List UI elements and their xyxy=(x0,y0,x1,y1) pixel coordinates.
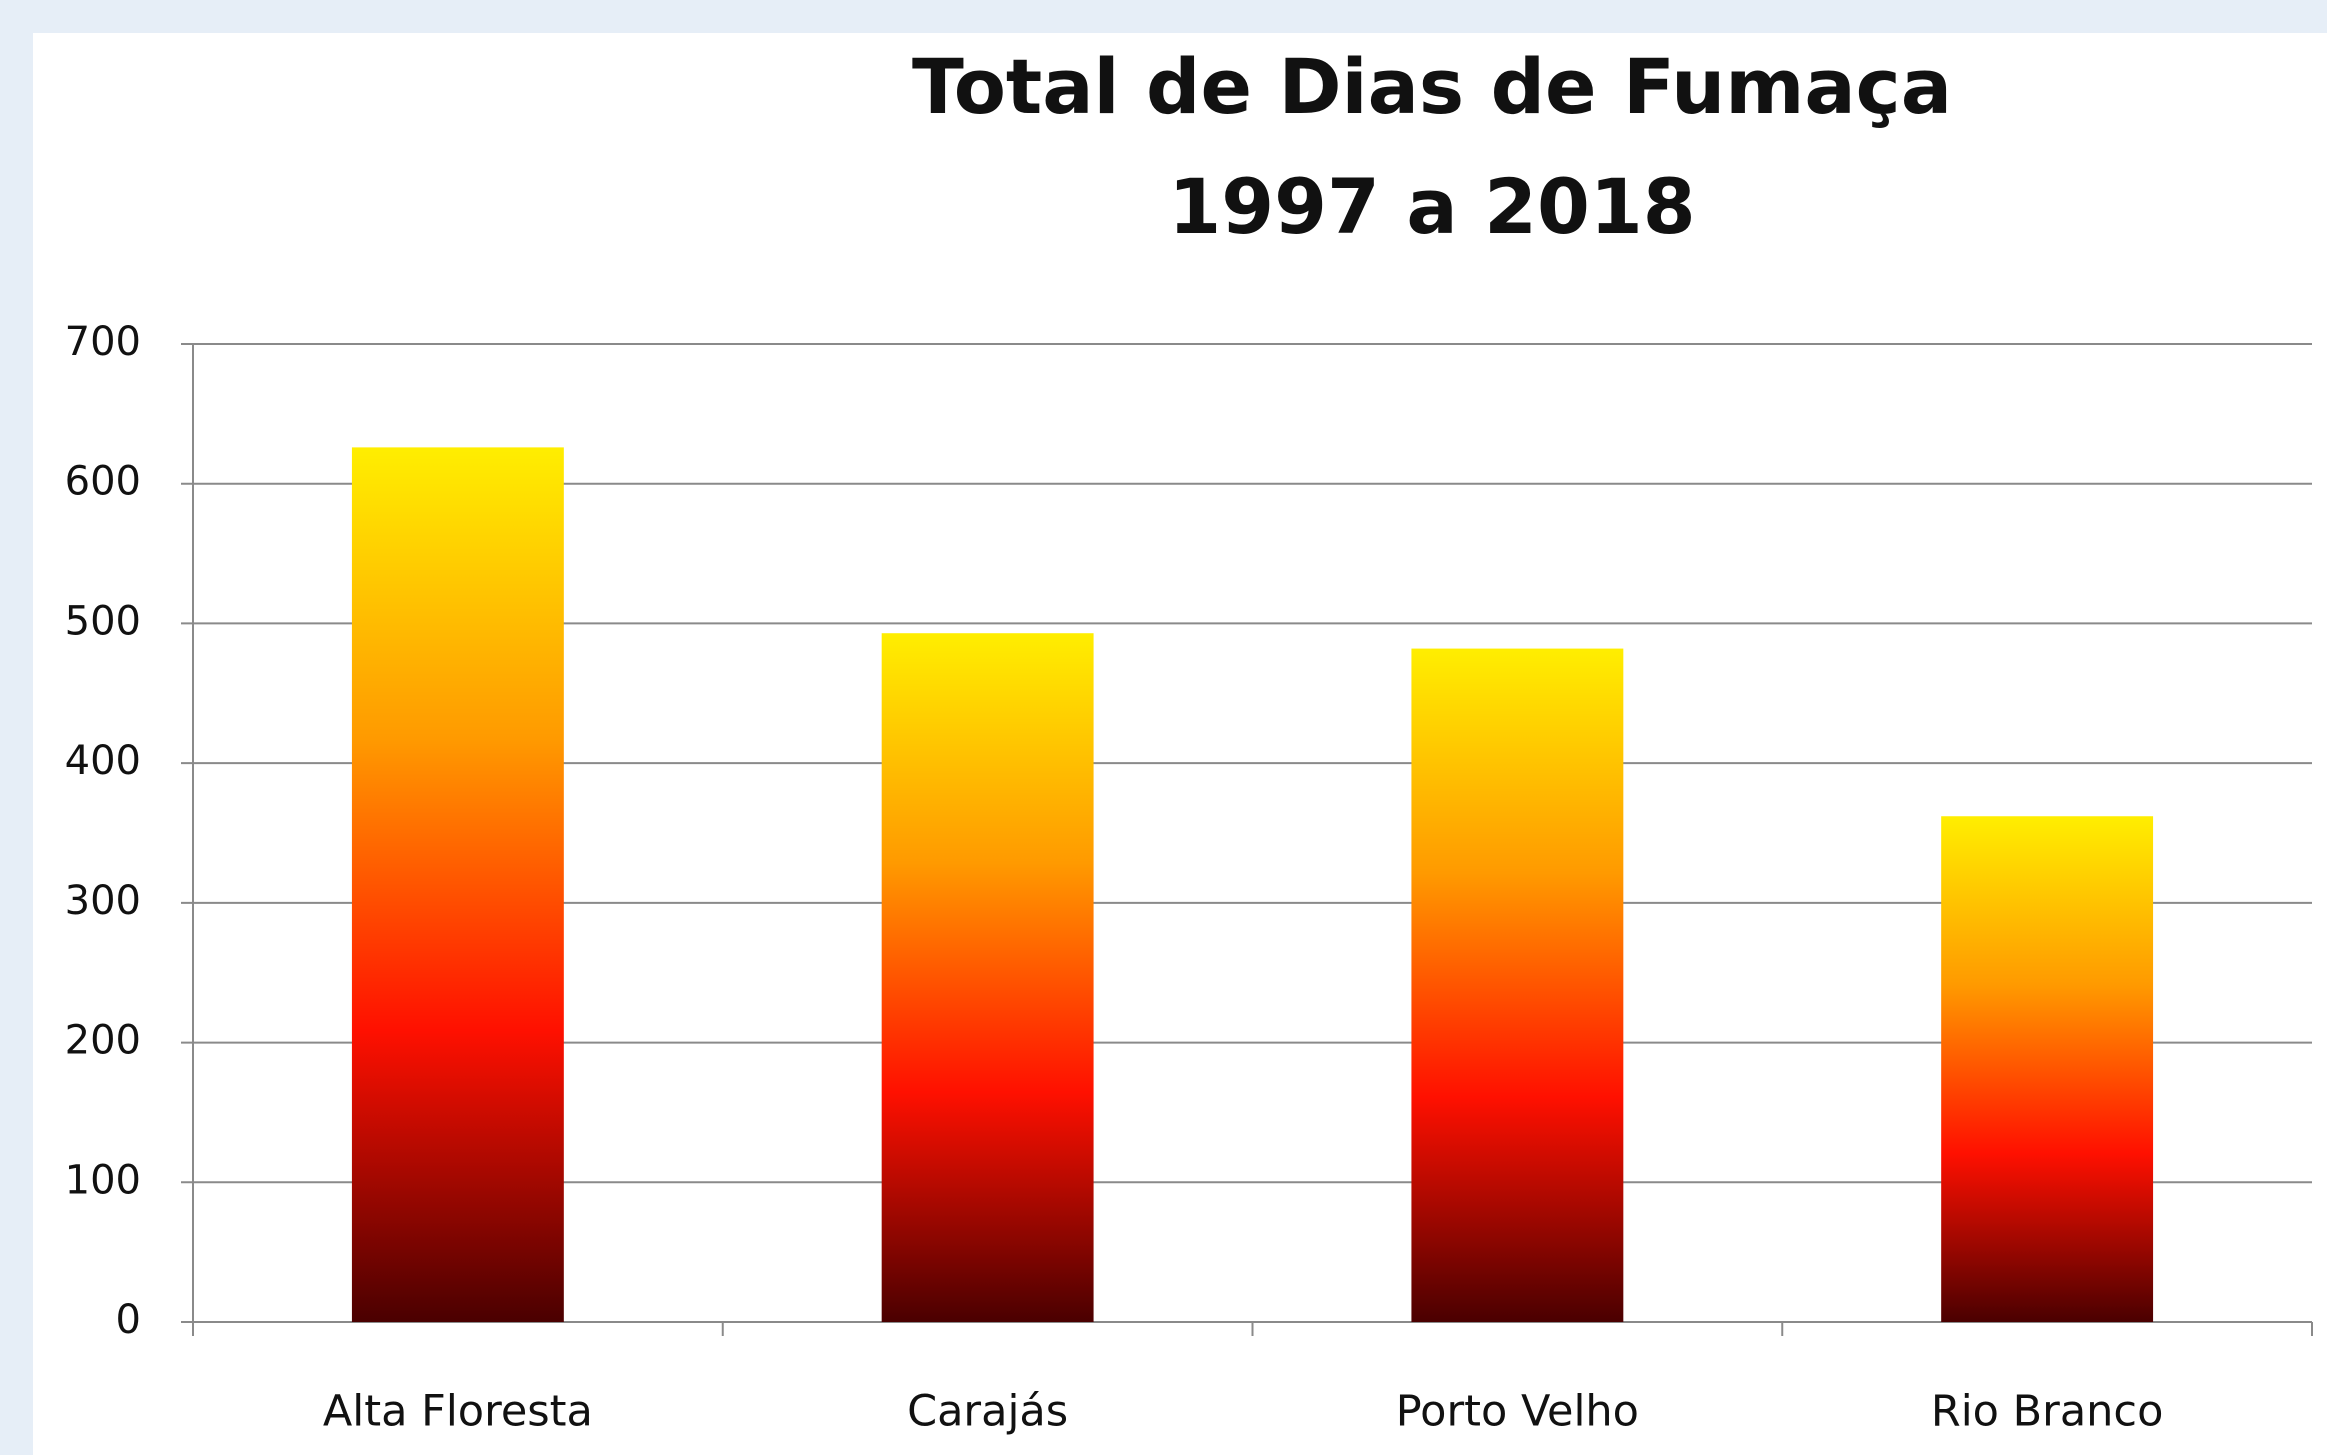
x-tick-label: Carajás xyxy=(907,1387,1068,1437)
y-tick-label: 200 xyxy=(65,1018,141,1064)
chart-title: Total de Dias de Fumaça xyxy=(912,42,1952,131)
bar xyxy=(881,633,1094,1322)
x-tick-label: Porto Velho xyxy=(1396,1387,1639,1437)
bar xyxy=(1411,648,1624,1322)
x-tick-label: Alta Floresta xyxy=(323,1387,593,1437)
y-tick-label: 300 xyxy=(65,878,141,924)
chart-title: 1997 a 2018 xyxy=(1168,162,1695,251)
y-tick-label: 400 xyxy=(65,738,141,784)
y-tick-label: 500 xyxy=(65,598,141,644)
bar xyxy=(351,447,564,1323)
y-tick-label: 600 xyxy=(65,459,141,505)
y-tick-label: 700 xyxy=(65,319,141,365)
bar xyxy=(1941,816,2154,1322)
x-tick-label: Rio Branco xyxy=(1931,1387,2164,1437)
y-tick-label: 0 xyxy=(116,1297,141,1343)
y-tick-label: 100 xyxy=(65,1157,141,1203)
